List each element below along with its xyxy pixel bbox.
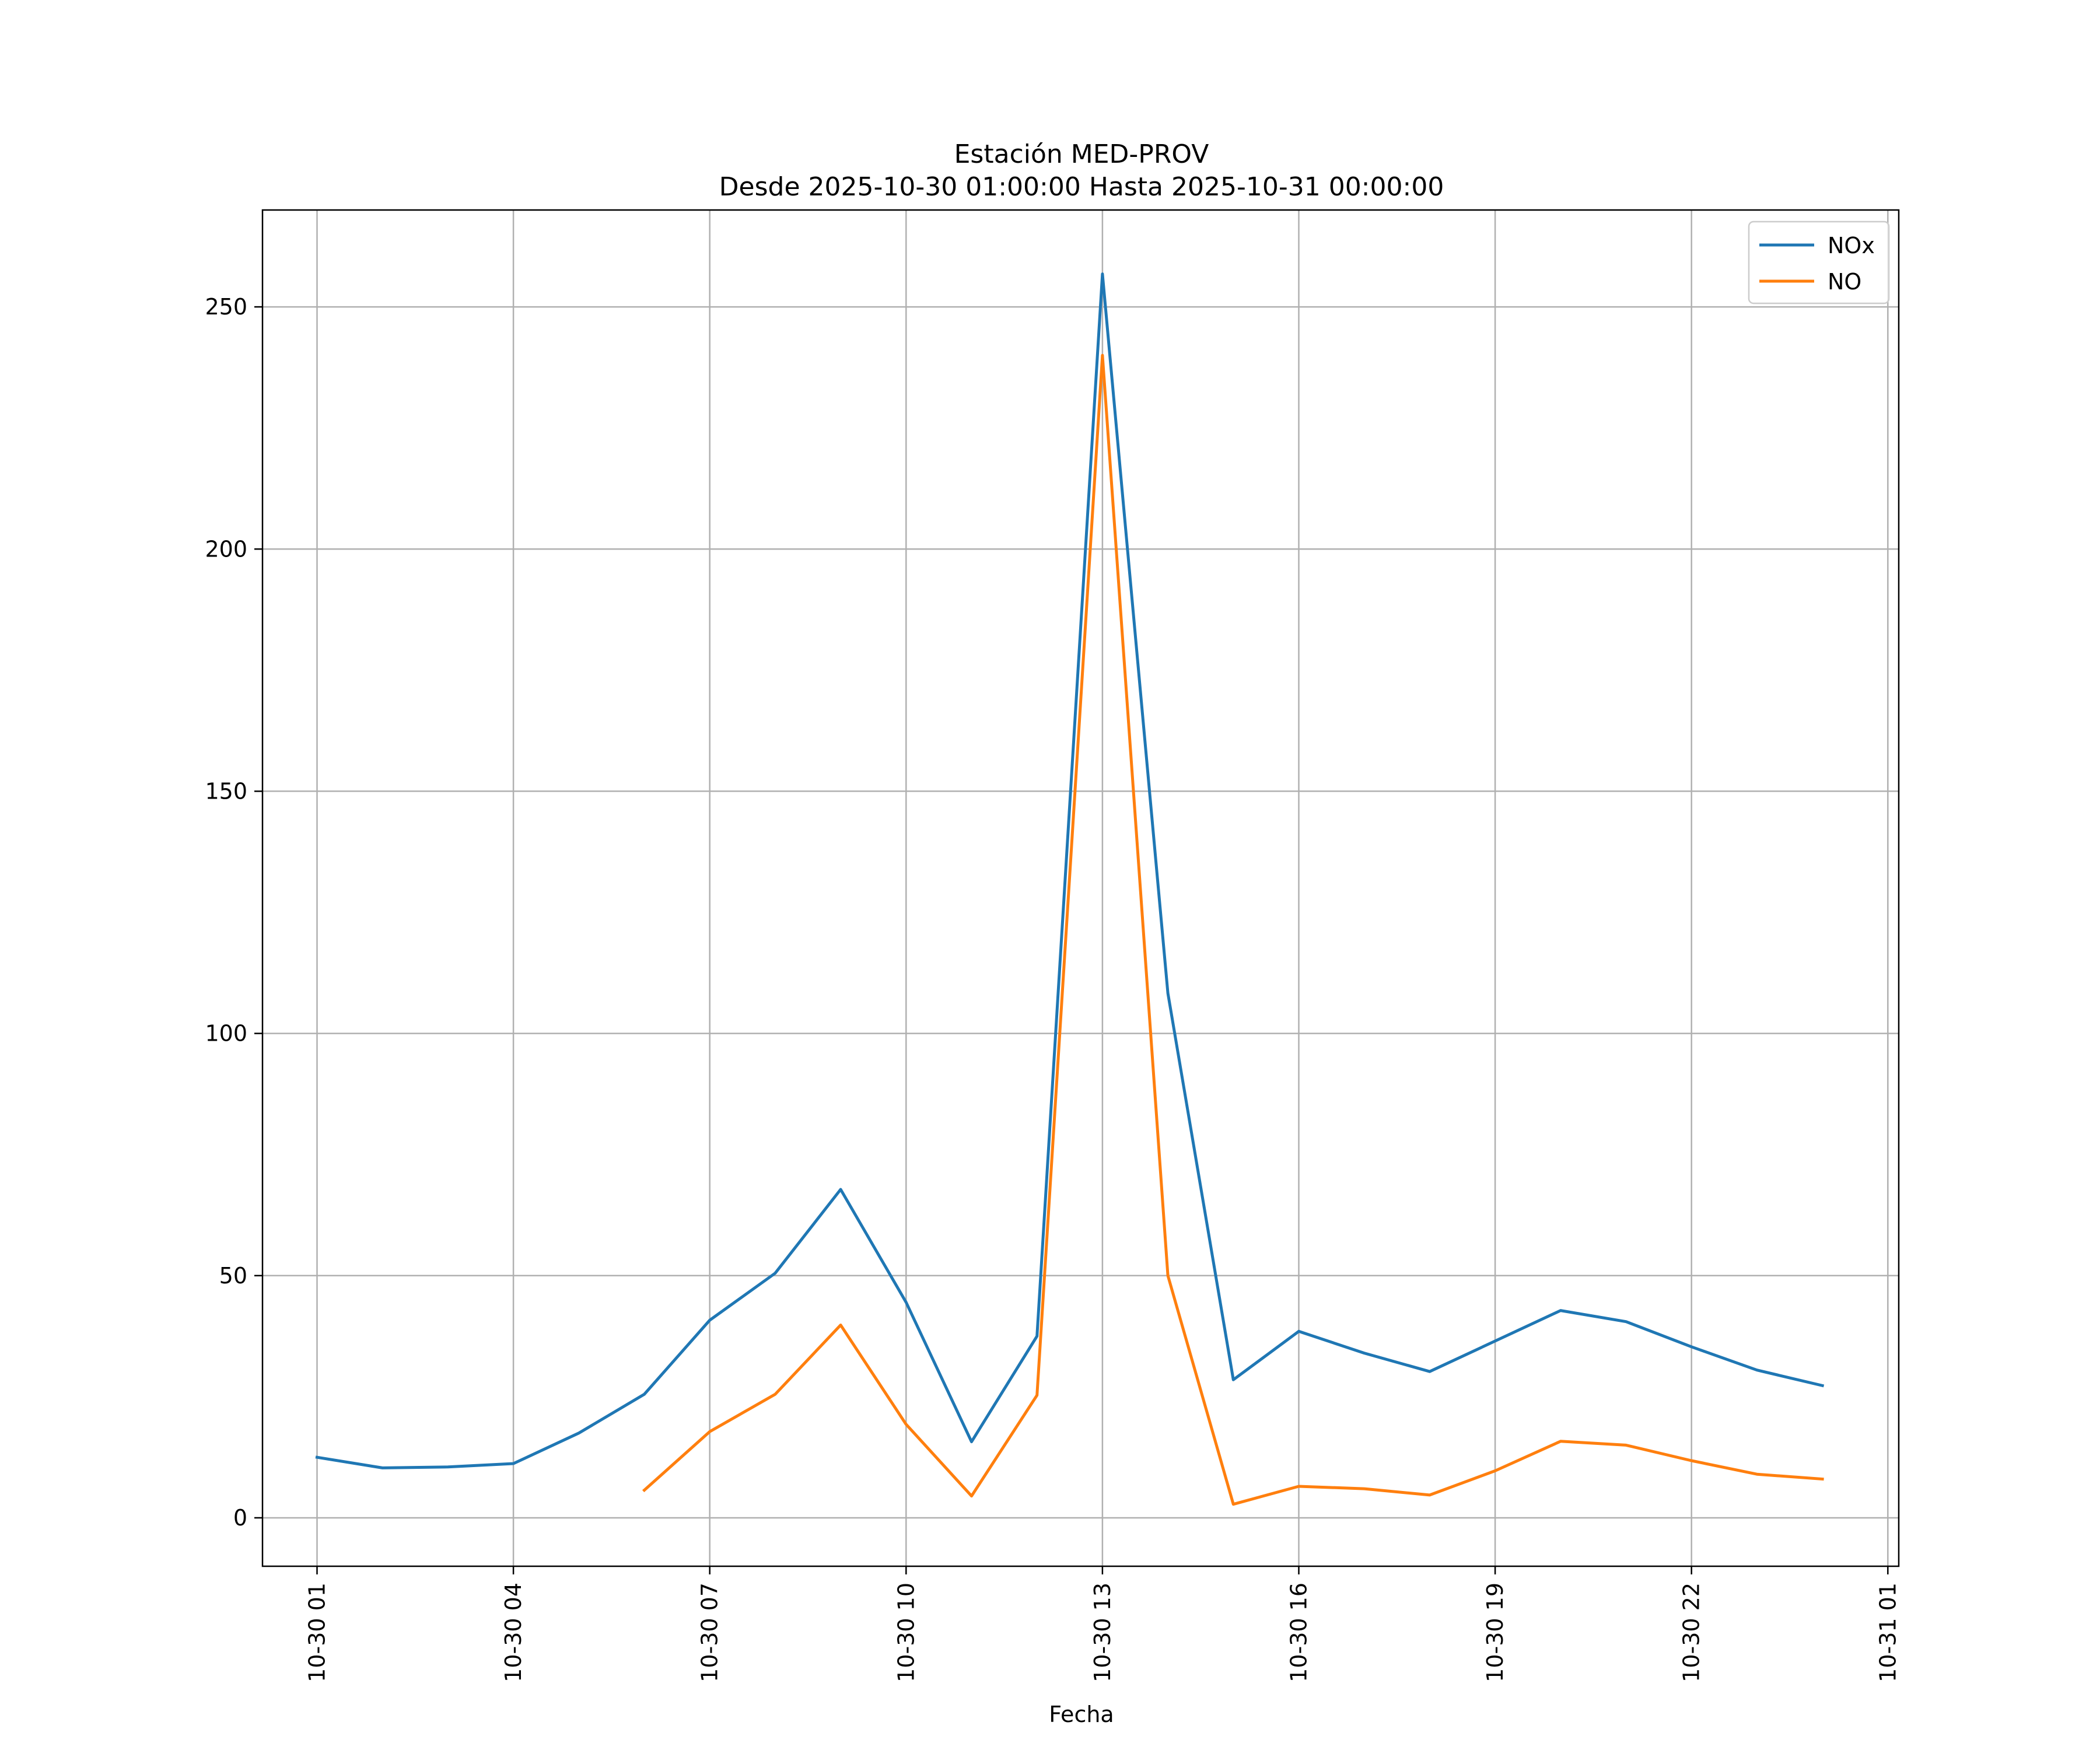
y-axis: 0 50 100 150 200 250 [205,294,262,1531]
gridlines [262,210,1899,1566]
y-tick-label: 200 [205,536,247,562]
legend-label-nox: NOx [1828,233,1875,258]
legend: NOx NO [1748,220,1890,304]
x-tick-label: 10-30 13 [1090,1583,1115,1682]
series-line-no [642,354,1824,1506]
x-tick-label: 10-30 10 [893,1583,919,1682]
y-tick-label: 150 [205,778,247,804]
y-tick-label: 100 [205,1021,247,1046]
chart-subtitle: Desde 2025-10-30 01:00:00 Hasta 2025-10-… [719,172,1444,202]
x-tick-label: 10-30 04 [501,1583,526,1682]
y-tick-label: 250 [205,294,247,320]
legend-box [1748,220,1890,304]
x-tick-label: 10-30 16 [1286,1583,1312,1682]
x-tick-label: 10-30 22 [1679,1583,1704,1682]
y-tick-label: 0 [233,1505,247,1531]
x-tick-label: 10-31 01 [1875,1583,1901,1682]
x-axis: 10-30 01 10-30 04 10-30 07 10-30 10 10-30 13… [304,1566,1901,1682]
chart-title: Estación MED-PROV [954,139,1209,169]
x-axis-label: Fecha [1049,1702,1114,1727]
x-tick-label: 10-30 07 [697,1583,723,1682]
x-tick-label: 10-30 01 [304,1583,330,1682]
x-tick-label: 10-30 19 [1482,1583,1508,1682]
series-lines [315,272,1825,1506]
series-line-nox [315,272,1825,1469]
plot-frame [261,209,1900,1567]
legend-label-no: NO [1828,269,1861,295]
y-tick-label: 50 [219,1263,247,1289]
